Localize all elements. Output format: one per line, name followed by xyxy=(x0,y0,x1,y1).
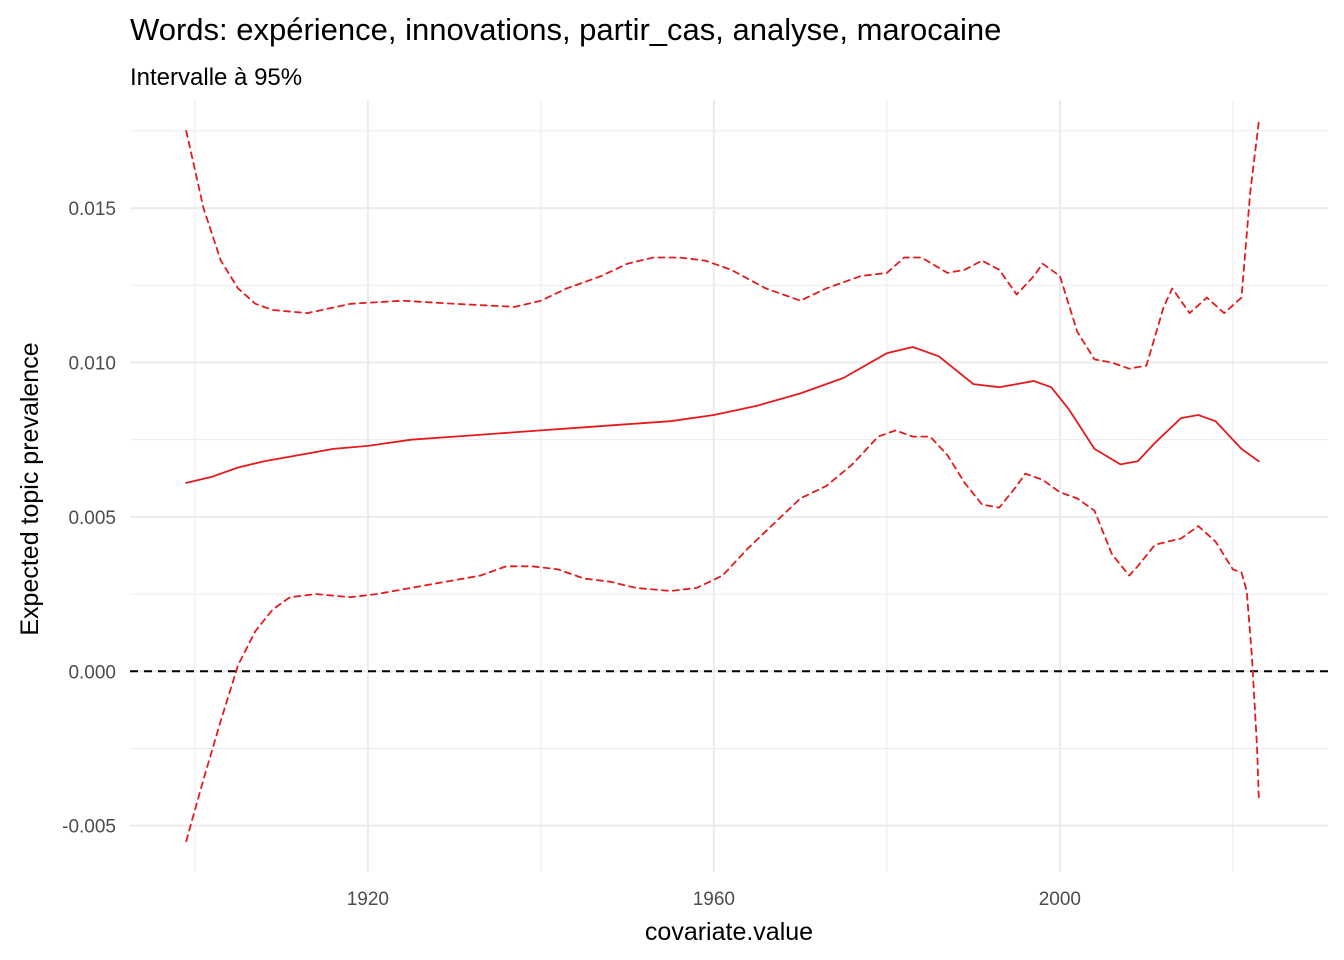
y-tick-label: 0.015 xyxy=(68,199,116,220)
series-line-upper-95 xyxy=(185,120,1260,370)
chart-subtitle: Intervalle à 95% xyxy=(130,64,302,91)
grid-major-lines xyxy=(130,100,1328,872)
y-tick-label: 0.010 xyxy=(68,353,116,374)
y-tick-label: -0.005 xyxy=(62,817,116,838)
x-tick-label: 1920 xyxy=(347,889,389,910)
y-tick-label: 0.000 xyxy=(68,662,116,683)
x-tick-label: 1960 xyxy=(693,889,735,910)
grid-minor-lines xyxy=(130,100,1328,872)
series-line-estimate xyxy=(185,346,1260,484)
y-axis-title: Expected topic prevalence xyxy=(16,342,44,635)
chart-title: Words: expérience, innovations, partir_c… xyxy=(130,12,1001,47)
y-tick-label: 0.005 xyxy=(68,508,116,529)
x-axis-tick-labels: 1920 1960 2000 xyxy=(347,889,1081,910)
x-axis-title: covariate.value xyxy=(645,918,813,946)
series-line-lower-95 xyxy=(185,429,1260,842)
y-axis-tick-labels: -0.005 0.000 0.005 0.010 0.015 xyxy=(62,199,116,838)
series-lines xyxy=(185,120,1260,842)
x-tick-label: 2000 xyxy=(1039,889,1081,910)
